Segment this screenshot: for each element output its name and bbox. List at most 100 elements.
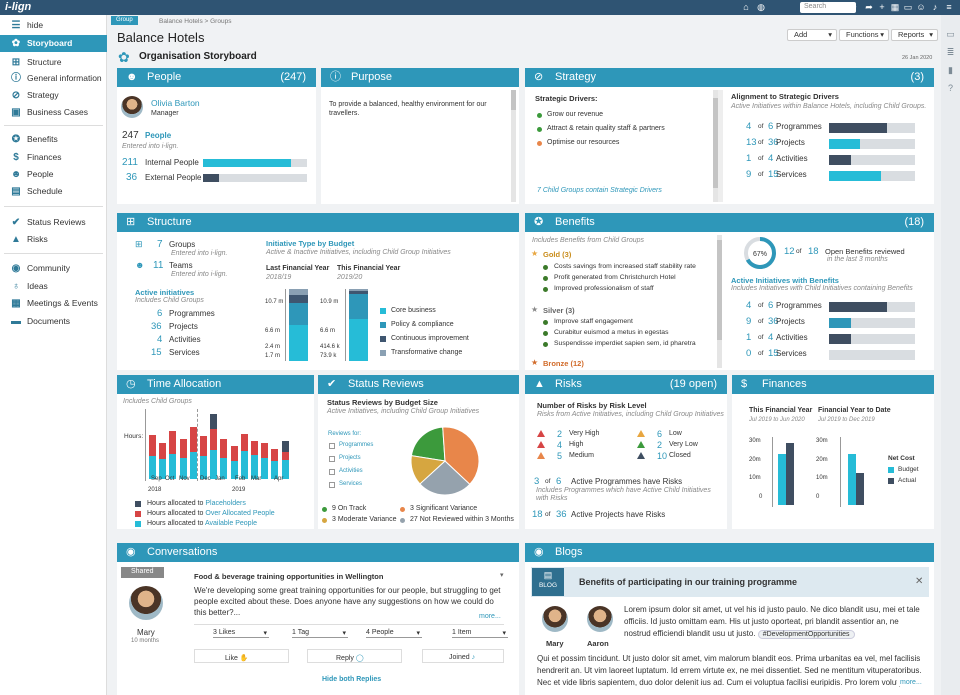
risk-closed-label[interactable]: Closed [669,452,691,459]
fin-bar-this-financial-year-actual[interactable] [786,443,794,505]
benefits-header[interactable]: ✪ Benefits (18) [525,213,934,232]
sidebar-item-schedule[interactable]: ▤ Schedule [0,183,107,200]
time-bar-dec-over-allocated-people[interactable] [210,428,218,450]
driver-optimise-our-resources[interactable]: Optimise our resources [547,139,620,146]
functions-button[interactable]: Functions ▾ [839,29,889,41]
fin-bar-financial-year-to-date-budget[interactable] [848,453,856,505]
fin-bar-financial-year-to-date-actual[interactable] [856,473,864,505]
strategy-note[interactable]: 7 Child Groups contain Strategic Drivers [537,187,662,194]
budget-bar-last-financial-year-core-business[interactable] [289,325,308,361]
time-bar-mar-available-people[interactable] [271,461,279,479]
home-icon[interactable]: ⌂ [743,2,749,12]
reply-button[interactable]: Reply ◯ [336,655,364,662]
menu-icon[interactable]: ≡ [946,2,952,12]
bell-icon[interactable]: ♪ [932,2,938,12]
help-icon[interactable]: ? [947,83,953,93]
conv-count-1-tag[interactable]: 1 Tag ▾ [292,629,348,638]
globe-icon[interactable]: ◍ [757,2,765,12]
blog-author-1[interactable]: Mary [546,639,564,648]
time-legend-link[interactable]: Placeholders [205,500,246,507]
checkbox-projects[interactable] [329,456,335,462]
pie-slice-moderate-variance[interactable] [410,455,447,485]
alignment-projects-label[interactable]: Projects [776,138,805,147]
checkbox-services[interactable] [329,482,335,488]
sidebar-item-community[interactable]: ◉ Community [0,260,107,277]
add-button[interactable]: Add ▾ [787,29,837,41]
time-bar-feb-over-allocated-people[interactable] [251,441,258,455]
sidebar-item-finances[interactable]: $ Finances [0,149,107,166]
benefit-item[interactable]: Profit generated from Christchurch Hotel [554,274,676,281]
benefit-item[interactable]: Suspendisse imperdiet sapien sem, id pha… [554,340,696,347]
checkbox-label-projects[interactable]: Projects [339,455,361,461]
conv-count-3-likes[interactable]: 3 Likes ▾ [213,629,269,638]
budget-bar-this-financial-year-continuous-improvement[interactable] [349,291,368,294]
benefit-programmes-label[interactable]: Programmes [776,301,822,310]
ai-projects-label[interactable]: Projects [169,322,198,331]
sidebar-item-strategy[interactable]: ⊘ Strategy [0,87,107,104]
blog-more-link[interactable]: more... [897,679,922,686]
conv-count-1-item[interactable]: 1 Item ▾ [452,629,508,638]
fin-bar-this-financial-year-budget[interactable] [778,453,786,505]
budget-bar-this-financial-year-transformative-change[interactable] [349,289,368,292]
time-bar-nov-over-allocated-people[interactable] [189,426,197,452]
risk-very-high-label[interactable]: Very High [569,430,600,437]
people-header[interactable]: ☻ People (247) [117,68,316,87]
people-total-label[interactable]: People [145,131,172,140]
benefit-item[interactable]: Improved professionalism of staff [554,285,654,292]
finances-header[interactable]: $ Finances [732,375,934,394]
add-icon[interactable]: + [879,2,885,12]
reports-button[interactable]: Reports ▾ [891,29,938,41]
time-legend-link[interactable]: Available People [204,520,258,527]
strategy-header[interactable]: ⊘ Strategy (3) [525,68,934,87]
expand-icon[interactable]: ✕ [915,576,924,587]
checkbox-programmes[interactable] [329,443,335,449]
pie-slice-on-track[interactable] [410,426,446,462]
sidebar-item-general-information[interactable]: ⓘ General information [0,70,107,87]
time-bar-nov-available-people[interactable] [189,451,197,479]
sidebar-item-meetings-events[interactable]: ▦ Meetings & Events [0,295,107,312]
time-bar-jan-available-people[interactable] [220,458,228,479]
structure-header[interactable]: ⊞ Structure [117,213,519,232]
groups-label[interactable]: Groups [169,240,196,249]
risk-very-low-label[interactable]: Very Low [669,441,698,448]
post-title[interactable]: Food & beverage training opportunities i… [194,572,384,581]
teams-label[interactable]: Teams [169,261,193,270]
time-bar-oct-over-allocated-people[interactable] [179,439,187,458]
time-bar-sep-available-people[interactable] [149,455,156,479]
time-bar-sep-available-people[interactable] [159,459,167,479]
time-bar-mar-over-allocated-people[interactable] [261,443,269,458]
sidebar-hide[interactable]: ☰ hide [11,20,44,31]
author-avatar[interactable] [129,586,163,620]
pie-slice-not-reviewed-within-3-months[interactable] [419,460,471,496]
checkbox-activities[interactable] [329,469,335,475]
time-header[interactable]: ◷ Time Allocation [117,375,314,394]
time-bar-dec-placeholders[interactable] [210,413,218,429]
benefit-item[interactable]: Curabitur euismod a metus in egestas [554,329,669,336]
silver-label[interactable]: Silver (3) [543,306,575,315]
search-icon[interactable]: ⌕ [853,4,857,11]
comment-icon[interactable]: ▭ [946,29,955,39]
lock-icon[interactable]: ▮ [948,65,953,75]
post-more-link[interactable]: more... [479,613,501,620]
blog-author-avatar-1[interactable] [542,606,568,632]
time-bar-apr-over-allocated-people[interactable] [281,451,289,461]
sidebar-item-risks[interactable]: ▲ Risks [0,231,107,248]
time-bar-oct-available-people[interactable] [169,453,177,479]
checkbox-label-activities[interactable]: Activities [339,468,363,474]
blog-author-2[interactable]: Aaron [587,639,609,648]
risk-low-label[interactable]: Low [669,430,682,437]
time-bar-jan-over-allocated-people[interactable] [220,439,228,458]
gold-label[interactable]: Gold (3) [543,250,572,259]
author-name[interactable]: Mary [137,628,155,637]
breadcrumb[interactable]: Balance Hotels > Groups [159,18,232,25]
budget-bar-last-financial-year-transformative-change[interactable] [289,289,308,295]
sidebar-item-structure[interactable]: ⊞ Structure [0,54,107,71]
benefit-services-label[interactable]: Services [776,349,807,358]
time-bar-jan-over-allocated-people[interactable] [230,446,238,462]
benefit-projects-label[interactable]: Projects [776,317,805,326]
alignment-programmes-label[interactable]: Programmes [776,122,822,131]
time-bar-nov-available-people[interactable] [200,455,207,479]
avatar[interactable] [121,96,143,118]
conv-count-4-people[interactable]: 4 People ▾ [366,629,422,638]
hide-replies-link[interactable]: Hide both Replies [322,676,382,683]
